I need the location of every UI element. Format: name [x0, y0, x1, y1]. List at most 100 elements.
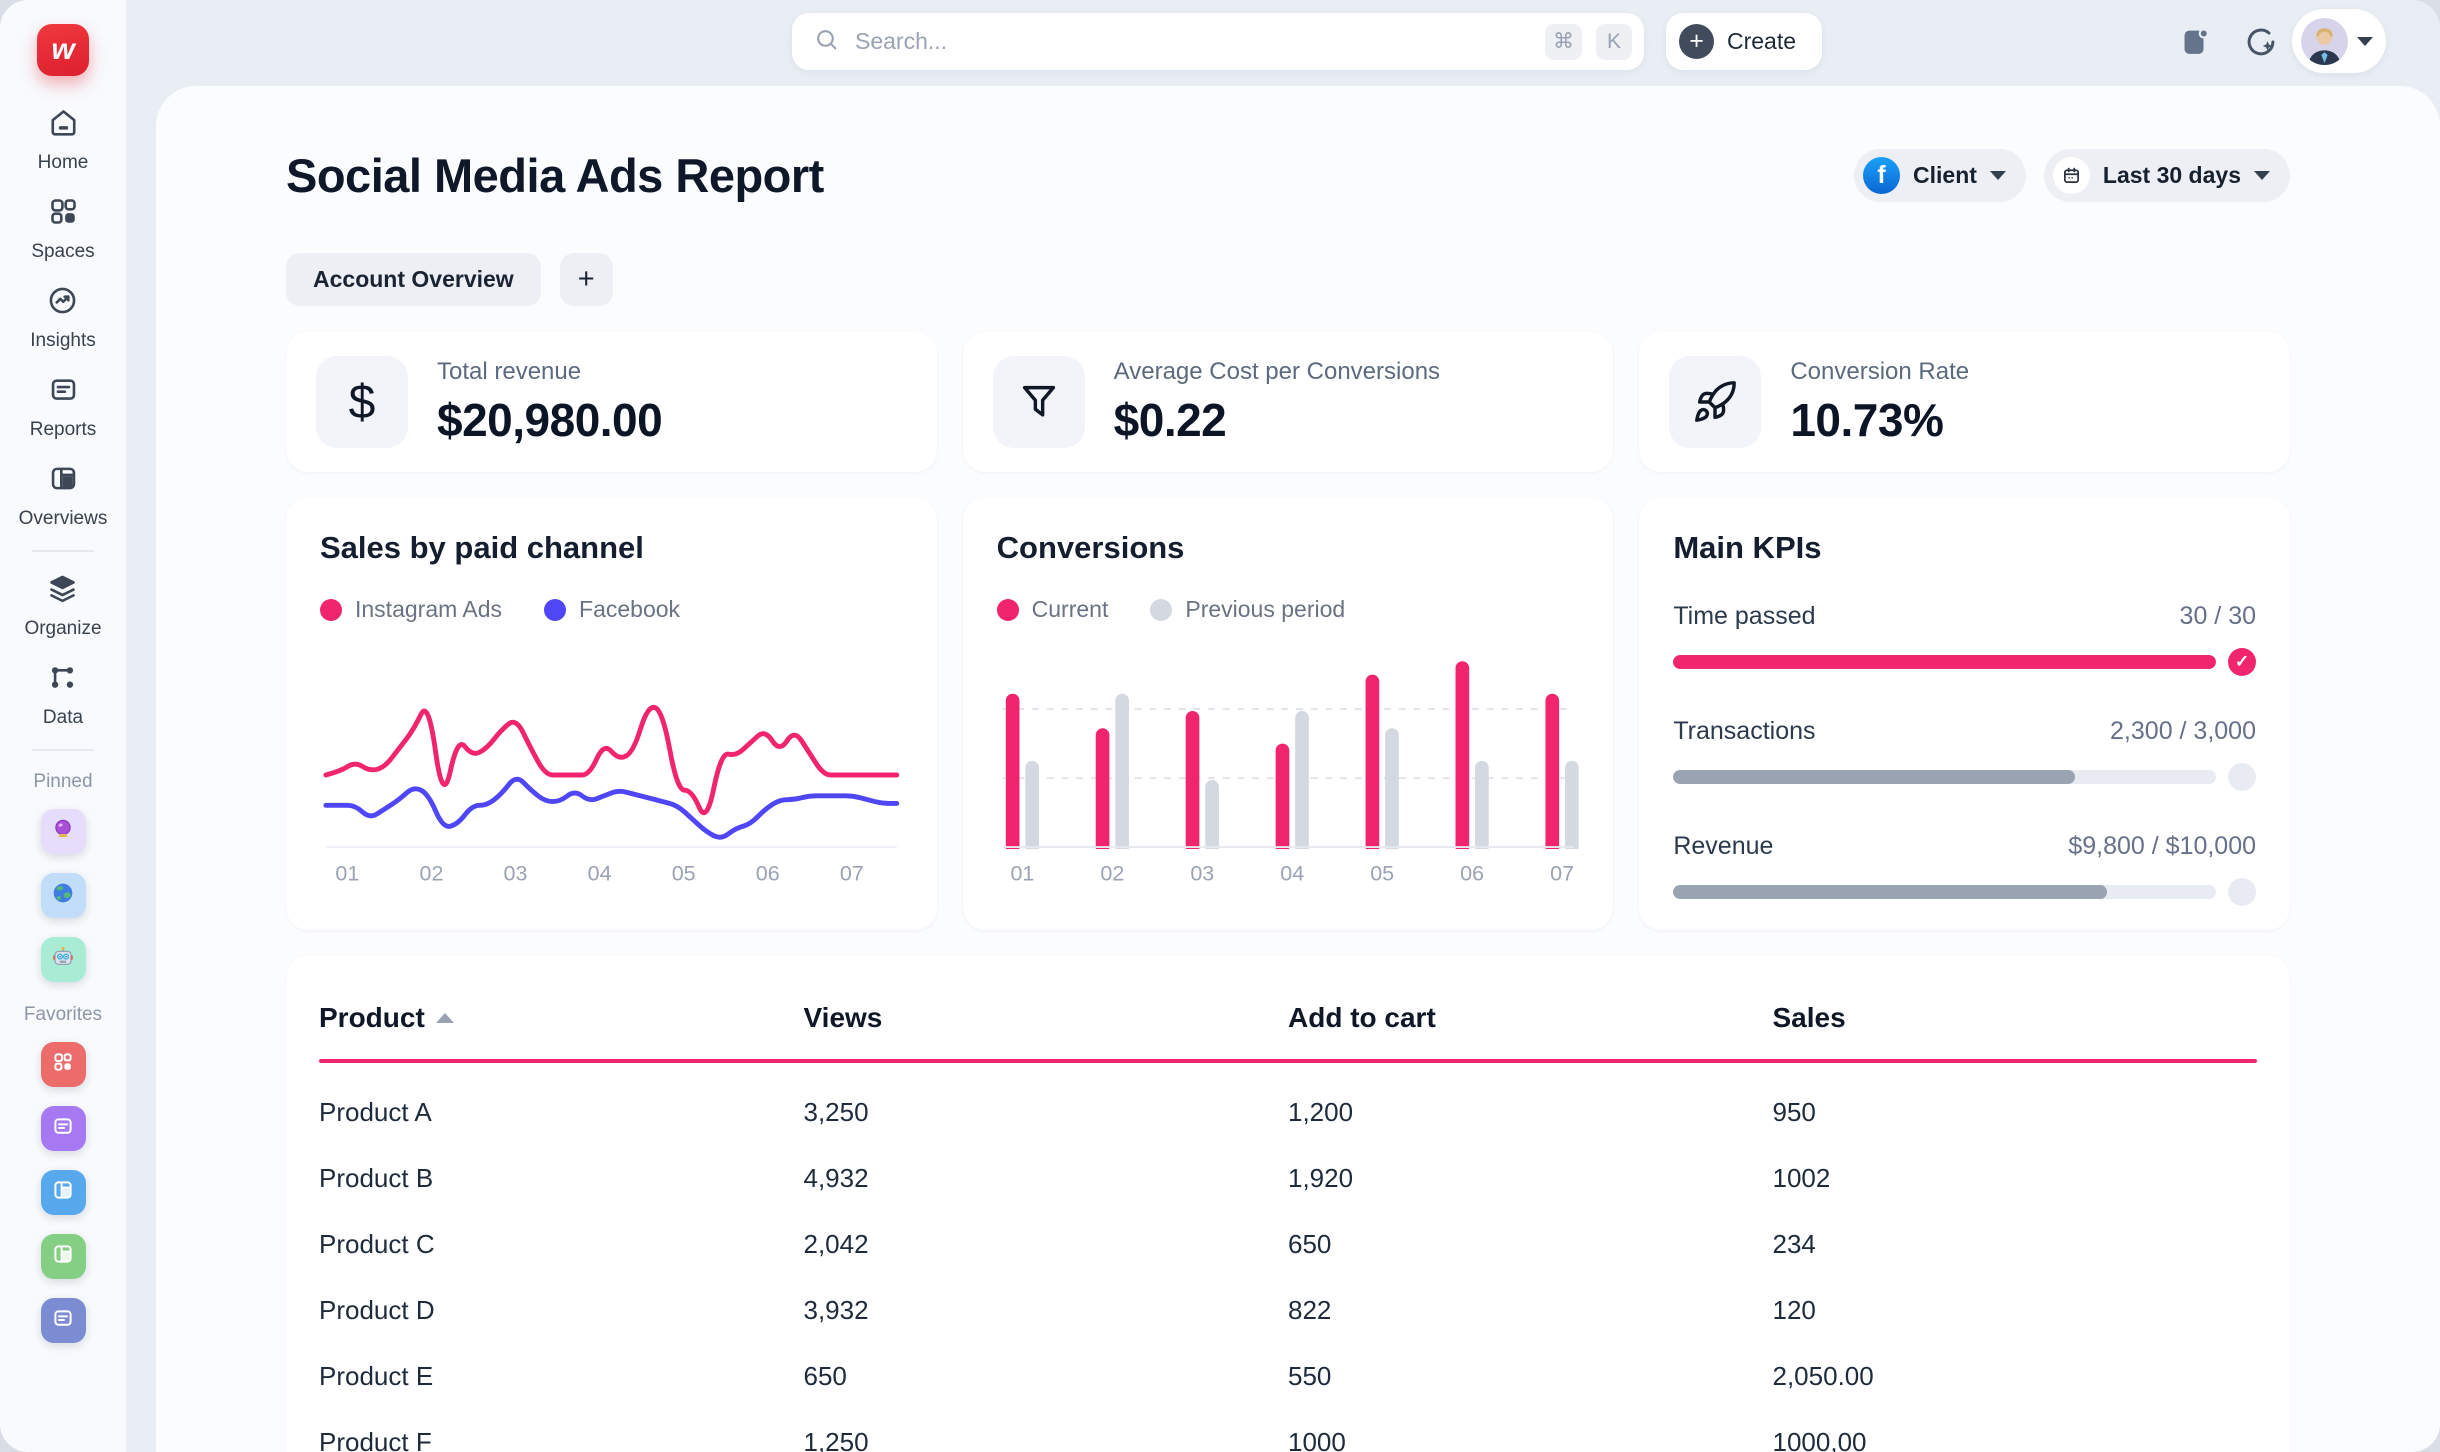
sidebar-item-spaces[interactable]: Spaces — [31, 195, 95, 263]
panel-title: Main KPIs — [1673, 530, 1822, 565]
app-logo[interactable]: w — [37, 24, 89, 76]
layers-icon — [46, 572, 79, 610]
kpi-row-value: $9,800 / $10,000 — [2068, 832, 2256, 860]
kpi-row-value: 30 / 30 — [2179, 602, 2256, 630]
main-kpis-card: Main KPIs Time passed 30 / 30 ✓ Transaction… — [1639, 498, 2290, 930]
plus-icon: + — [1679, 24, 1714, 59]
table-header-underline — [319, 1059, 2257, 1063]
table-cell: 1002 — [1772, 1162, 1831, 1193]
sidebar-divider — [32, 749, 94, 751]
clipboard-notification-icon[interactable] — [2178, 25, 2212, 59]
table-cell: Product D — [319, 1294, 435, 1325]
sync-sparkle-icon[interactable] — [2244, 25, 2278, 59]
rocket-icon — [1669, 356, 1762, 448]
legend-instagram-ads[interactable]: Instagram Ads — [320, 596, 502, 623]
favorite-item-3[interactable] — [40, 1170, 86, 1215]
sidebar-item-reports[interactable]: Reports — [29, 373, 97, 441]
bar-previous-period — [1384, 728, 1399, 854]
progress-fill — [1673, 885, 2108, 899]
kpi-value: $0.22 — [1113, 393, 1227, 446]
sidebar-nav-secondary: Organize Data — [24, 572, 102, 729]
sidebar-item-home[interactable]: Home — [38, 106, 88, 174]
legend-previous-period[interactable]: Previous period — [1150, 596, 1345, 623]
progress-fill — [1673, 655, 2216, 669]
shortcut-cmd-key: ⌘ — [1545, 23, 1582, 60]
report-card-icon — [47, 373, 80, 411]
chevron-down-icon — [2357, 36, 2373, 46]
home-icon — [47, 106, 80, 144]
bar-chart: 01 02 03 04 05 06 07 — [996, 661, 1580, 885]
table-cell: 1,200 — [1288, 1096, 1354, 1127]
table-row: Product C 2,042 650 234 — [319, 1211, 2257, 1277]
bar-previous-period — [1204, 780, 1219, 854]
sidebar-item-organize[interactable]: Organize — [24, 572, 102, 640]
bar-current — [1545, 693, 1559, 854]
kpi-value: $20,980.00 — [437, 393, 663, 446]
kpi-row-label: Revenue — [1673, 832, 1774, 860]
crystal-ball-icon — [50, 816, 76, 847]
x-axis-label: 03 — [1190, 861, 1214, 885]
layout-icon — [51, 1242, 75, 1271]
table-body: Product A 3,250 1,200 950 Product B 4,932 1,92… — [319, 1063, 2257, 1452]
bar-current — [1095, 728, 1110, 854]
x-axis-label: 01 — [335, 861, 359, 885]
progress-track — [1673, 885, 2216, 899]
page-header: Social Media Ads Report f Client Last 30… — [286, 148, 2290, 203]
column-header-add-to-cart[interactable]: Add to cart — [1288, 1002, 1773, 1034]
table-cell: 234 — [1772, 1228, 1816, 1259]
kpi-label: Conversion Rate — [1790, 357, 1970, 385]
sidebar-item-label: Data — [42, 707, 84, 728]
table-cell: 4,932 — [803, 1162, 869, 1193]
table-cell: Product B — [319, 1162, 434, 1193]
sidebar: w Home Spaces Insights Reports Overviews — [0, 0, 126, 1452]
bar-previous-period — [1114, 693, 1129, 854]
sidebar-item-insights[interactable]: Insights — [30, 284, 96, 352]
progress-knob — [2228, 763, 2256, 791]
tab-account-overview[interactable]: Account Overview — [286, 253, 541, 306]
logo-letter: w — [51, 33, 75, 66]
column-header-label: Product — [319, 1002, 425, 1033]
create-button[interactable]: + Create — [1666, 13, 1823, 70]
sidebar-item-data[interactable]: Data — [43, 661, 83, 729]
favorite-item-5[interactable] — [40, 1298, 86, 1343]
user-menu[interactable] — [2292, 9, 2386, 73]
chart-legend: Current Previous period — [996, 596, 1580, 623]
x-axis-label: 05 — [672, 861, 696, 885]
table-cell: 550 — [1288, 1360, 1332, 1391]
column-header-views[interactable]: Views — [804, 1002, 1289, 1034]
progress-bar: ✓ — [1673, 648, 2256, 676]
create-button-label: Create — [1727, 28, 1797, 54]
favorite-item-2[interactable] — [40, 1106, 86, 1151]
kpi-cards-row: $ Total revenue $20,980.00 Average Cost … — [286, 332, 2290, 472]
nodes-icon — [46, 661, 79, 699]
globe-icon — [50, 880, 76, 911]
client-dropdown[interactable]: f Client — [1854, 149, 2026, 202]
sidebar-item-label: Reports — [29, 419, 97, 440]
sales-by-channel-card: Sales by paid channel Instagram Ads Face… — [286, 498, 937, 930]
table-row: Product D 3,932 822 120 — [319, 1277, 2257, 1343]
column-header-label: Sales — [1772, 1002, 1846, 1033]
legend-current[interactable]: Current — [996, 596, 1108, 623]
sidebar-item-overviews[interactable]: Overviews — [19, 462, 107, 530]
conversions-card: Conversions Current Previous period 01 02… — [962, 498, 1614, 930]
add-tab-button[interactable]: + — [559, 253, 613, 306]
pinned-item-crystal-ball[interactable] — [40, 809, 86, 854]
date-range-dropdown[interactable]: Last 30 days — [2043, 149, 2290, 202]
legend-facebook[interactable]: Facebook — [544, 596, 680, 623]
pinned-item-robot[interactable] — [40, 937, 86, 982]
table-cell: 120 — [1772, 1294, 1816, 1325]
favorite-item-4[interactable] — [40, 1234, 86, 1279]
line-chart: 01 02 03 04 05 06 07 — [323, 704, 900, 885]
column-header-product[interactable]: Product — [319, 1002, 804, 1034]
table-cell: Product A — [319, 1096, 432, 1127]
column-header-label: Views — [803, 1002, 883, 1033]
column-header-sales[interactable]: Sales — [1773, 1002, 2258, 1034]
sidebar-item-label: Insights — [30, 330, 96, 351]
check-icon: ✓ — [2228, 648, 2256, 676]
search-input[interactable] — [853, 27, 1531, 56]
favorite-item-1[interactable] — [40, 1042, 86, 1087]
line-series-facebook — [323, 776, 900, 840]
calendar-icon — [2052, 157, 2090, 194]
table-cell: 650 — [803, 1360, 847, 1391]
pinned-item-globe[interactable] — [40, 873, 86, 918]
